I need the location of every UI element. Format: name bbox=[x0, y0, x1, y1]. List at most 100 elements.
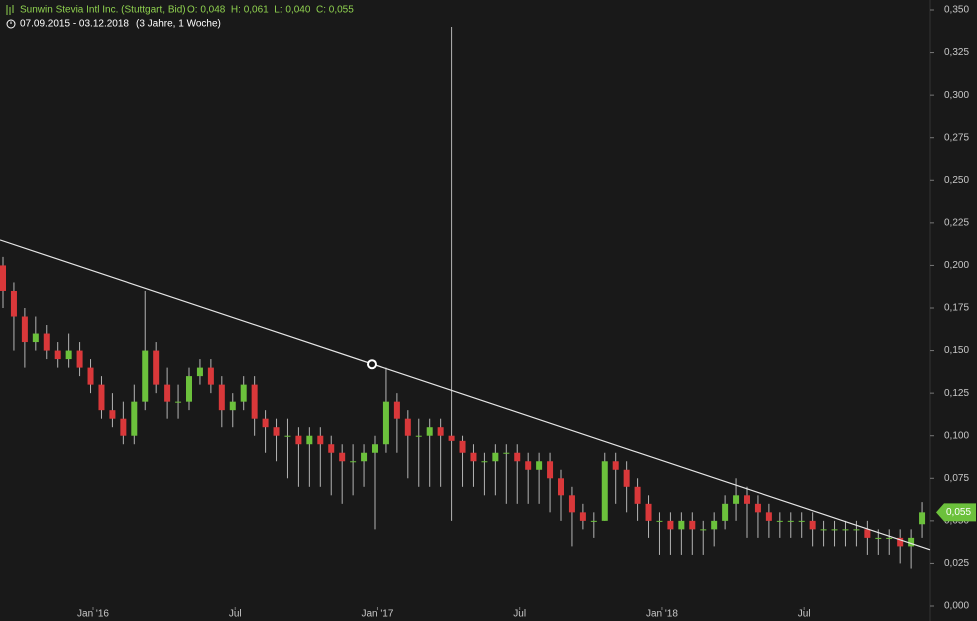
last-price-label: 0,055 bbox=[946, 507, 971, 518]
candle-body bbox=[667, 520, 674, 530]
candle-body bbox=[853, 529, 860, 531]
candle-body bbox=[76, 350, 83, 368]
x-tick-label: Jan '18 bbox=[646, 609, 678, 620]
x-tick-label: Jan '17 bbox=[362, 609, 394, 620]
candle-body bbox=[87, 367, 94, 385]
candle-body bbox=[919, 512, 926, 525]
candle-body bbox=[317, 435, 324, 445]
y-tick-label: 0,250 bbox=[944, 175, 969, 186]
candle-body bbox=[21, 316, 28, 343]
candle-body bbox=[809, 520, 816, 530]
candle-body bbox=[120, 418, 127, 436]
candle-body bbox=[404, 418, 411, 436]
candle-body bbox=[897, 537, 904, 547]
candle-body bbox=[481, 461, 488, 463]
candle-body bbox=[153, 350, 160, 385]
trendline bbox=[0, 239, 931, 551]
candle-body bbox=[284, 435, 291, 437]
trendline-anchor bbox=[367, 359, 377, 370]
candle-body bbox=[700, 529, 707, 531]
x-tick-label: Jul bbox=[513, 609, 526, 620]
clock-icon bbox=[6, 19, 16, 29]
candle-body bbox=[273, 427, 280, 436]
candle-body bbox=[776, 520, 783, 522]
y-tick-label: 0,350 bbox=[944, 5, 969, 16]
candle-body bbox=[711, 520, 718, 530]
candle-body bbox=[787, 520, 794, 522]
candle-body bbox=[623, 469, 630, 487]
candle-body bbox=[43, 333, 50, 351]
y-tick-label: 0,025 bbox=[944, 558, 969, 569]
candle-body bbox=[503, 452, 510, 454]
chart-title: Sunwin Stevia Intl Inc. (Stuttgart, Bid) bbox=[20, 5, 186, 16]
y-tick-label: 0,100 bbox=[944, 430, 969, 441]
candle-body bbox=[415, 435, 422, 437]
candle-body bbox=[10, 290, 17, 317]
candle-body bbox=[558, 478, 564, 496]
candle-body bbox=[525, 461, 532, 470]
candle-body bbox=[65, 350, 72, 360]
y-tick-label: 0,000 bbox=[944, 601, 969, 612]
candle-body bbox=[514, 452, 521, 462]
candle-body bbox=[32, 333, 39, 343]
candle-body bbox=[0, 265, 6, 291]
candle-body bbox=[765, 512, 772, 521]
candle-body bbox=[361, 452, 368, 462]
candle-body bbox=[568, 495, 575, 513]
candles bbox=[0, 27, 926, 569]
candle-body bbox=[678, 520, 685, 530]
candle-body bbox=[164, 384, 171, 402]
date-range: 07.09.2015 - 03.12.2018 bbox=[20, 19, 129, 30]
candle-body bbox=[908, 537, 915, 547]
candle-body bbox=[579, 512, 586, 521]
candle-body bbox=[437, 427, 444, 436]
ohlc-header: O: 0,048 H: 0,061 L: 0,040 C: 0,055 bbox=[187, 5, 354, 16]
candle-body bbox=[109, 410, 116, 419]
candle-body bbox=[196, 367, 203, 377]
y-tick-label: 0,175 bbox=[944, 303, 969, 314]
candle-body bbox=[175, 401, 182, 403]
candle-body bbox=[875, 537, 882, 539]
candle-body bbox=[426, 427, 433, 436]
candle-body bbox=[131, 401, 138, 436]
period: (3 Jahre, 1 Woche) bbox=[136, 19, 221, 30]
candle-body bbox=[645, 503, 652, 521]
candle-body bbox=[656, 520, 663, 522]
y-tick-label: 0,300 bbox=[944, 90, 969, 101]
candle-body bbox=[601, 461, 608, 521]
candle-body bbox=[590, 520, 597, 522]
candle-body bbox=[218, 384, 225, 411]
y-tick-label: 0,225 bbox=[944, 217, 969, 228]
candle-body bbox=[536, 461, 543, 470]
candle-body bbox=[798, 520, 805, 522]
candle-body bbox=[864, 529, 871, 538]
candle-body bbox=[820, 529, 827, 531]
x-tick-label: Jan '16 bbox=[77, 609, 109, 620]
candle-body bbox=[393, 401, 400, 419]
candle-body bbox=[886, 537, 893, 539]
candle-body bbox=[229, 401, 236, 411]
y-tick-label: 0,075 bbox=[944, 473, 969, 484]
candle-body bbox=[240, 384, 247, 402]
candle-body bbox=[831, 529, 838, 531]
candle-body bbox=[186, 376, 192, 402]
chart-icon bbox=[6, 5, 14, 15]
candle-body bbox=[459, 440, 466, 453]
candle-body bbox=[142, 350, 149, 402]
candle-body bbox=[722, 503, 729, 521]
candle-body bbox=[207, 367, 214, 385]
y-tick-label: 0,125 bbox=[944, 388, 969, 399]
candle-body bbox=[382, 401, 389, 445]
candle-body bbox=[350, 461, 357, 463]
candle-body bbox=[372, 444, 378, 453]
candle-body bbox=[328, 444, 335, 453]
candle-body bbox=[733, 495, 740, 504]
candle-body bbox=[295, 435, 302, 445]
candle-body bbox=[842, 529, 849, 531]
x-tick-label: Jul bbox=[229, 609, 242, 620]
candle-body bbox=[689, 520, 696, 530]
y-tick-label: 0,150 bbox=[944, 345, 969, 356]
